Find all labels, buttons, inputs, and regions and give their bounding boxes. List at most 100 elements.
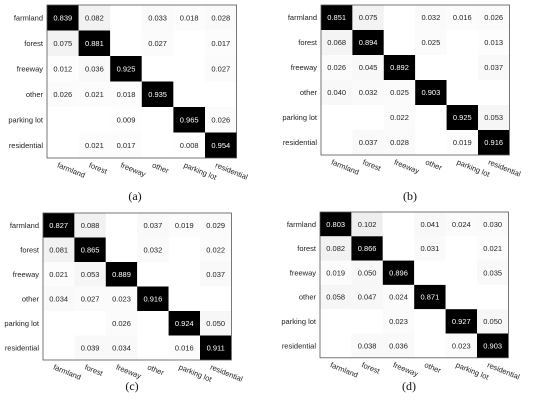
- cell-value-label: 0.894: [359, 38, 378, 47]
- column-tick-label: forest: [360, 360, 382, 376]
- cell-value-label: 0.026: [53, 90, 72, 99]
- cell-value-label: 0.935: [148, 90, 167, 99]
- heatmap-cell: [105, 335, 138, 360]
- heatmap-cell: [168, 237, 200, 262]
- heatmap-cell: [414, 212, 446, 237]
- heatmap-cell: [351, 236, 383, 261]
- heatmap-cell: [320, 333, 352, 358]
- heatmap-cell: [352, 80, 384, 105]
- heatmap-cell: [137, 262, 169, 287]
- heatmap-cell: [137, 237, 169, 262]
- heatmap-cell: [43, 213, 75, 238]
- heatmap-cell: [110, 107, 142, 133]
- cell-value-label: 0.881: [85, 39, 104, 48]
- heatmap-cell: [382, 309, 415, 334]
- cell-value-label: 0.025: [390, 88, 409, 97]
- heatmap-cell: [137, 311, 169, 336]
- heatmap-cell: [200, 286, 232, 311]
- cell-value-label: 0.028: [211, 13, 230, 22]
- heatmap-cell: [43, 286, 75, 311]
- heatmap-cell: [383, 80, 416, 105]
- row-tick-label: freeway: [13, 270, 40, 279]
- heatmap-cell: [446, 5, 478, 30]
- column-tick-label: other: [423, 360, 443, 375]
- row-tick-label: freeway: [291, 63, 318, 72]
- panel-subtitle: (b): [403, 189, 417, 203]
- cell-value-label: 0.028: [390, 138, 409, 147]
- cell-value-label: 0.903: [483, 341, 502, 350]
- heatmap-cell: [351, 284, 383, 310]
- heatmap-cell: [477, 260, 509, 285]
- heatmap-cell: [137, 213, 169, 238]
- heatmap-cell: [105, 237, 138, 262]
- cell-value-label: 0.039: [81, 343, 100, 352]
- cell-value-label: 0.102: [358, 220, 377, 229]
- cell-value-label: 0.034: [49, 294, 68, 303]
- cell-value-label: 0.018: [180, 13, 199, 22]
- heatmap-cell: [168, 262, 200, 287]
- heatmap-cell: [43, 311, 75, 336]
- heatmap-cell: [382, 333, 415, 358]
- confusion-matrix-panel: 0.851 0.075 0.032 0.016 0.026 0.068 0.894 0.025…: [282, 4, 522, 203]
- heatmap-cell: [173, 30, 205, 56]
- heatmap-cell: [168, 286, 200, 311]
- heatmap-cell: [415, 105, 447, 130]
- heatmap-cell: [205, 5, 237, 31]
- heatmap-cell: [320, 284, 352, 310]
- cell-value-label: 0.021: [85, 141, 104, 150]
- cell-value-label: 0.068: [327, 38, 346, 47]
- heatmap-cell: [173, 5, 205, 31]
- heatmap-cell: [47, 107, 79, 133]
- row-tick-label: forest: [20, 245, 40, 254]
- heatmap-cell: [78, 56, 111, 82]
- row-tick-label: farmland: [287, 220, 316, 229]
- heatmap-cell: [200, 237, 232, 262]
- heatmap-cell: [415, 30, 447, 55]
- heatmap-cell: [200, 335, 232, 360]
- heatmap-cell: [74, 335, 106, 360]
- heatmap-cell: [141, 107, 174, 133]
- cell-value-label: 0.022: [206, 245, 225, 254]
- heatmap-cell: [47, 81, 79, 107]
- heatmap-cell: [477, 236, 509, 261]
- cell-value-label: 0.029: [206, 221, 225, 230]
- heatmap-cell: [110, 56, 142, 82]
- heatmap-cell: [200, 213, 232, 238]
- cell-value-label: 0.036: [389, 341, 408, 350]
- cell-value-label: 0.017: [117, 141, 136, 150]
- heatmap-cell: [105, 286, 138, 311]
- heatmap-cell: [445, 236, 477, 261]
- heatmap-cell: [478, 30, 510, 55]
- row-tick-label: residential: [9, 141, 44, 150]
- heatmap-cell: [78, 5, 111, 31]
- cell-value-label: 0.022: [390, 113, 409, 122]
- cell-value-label: 0.911: [207, 343, 225, 352]
- heatmap-cell: [110, 5, 142, 31]
- heatmap-cell: [137, 286, 169, 311]
- heatmap-cell: [477, 284, 509, 310]
- cell-value-label: 0.008: [180, 141, 199, 150]
- column-tick-label: farmland: [52, 363, 82, 382]
- heatmap-cell: [351, 333, 383, 358]
- column-tick-label: other: [146, 363, 166, 378]
- heatmap-cell: [351, 309, 383, 334]
- row-tick-label: freeway: [290, 268, 317, 277]
- cell-value-label: 0.925: [453, 113, 472, 122]
- heatmap-cell: [205, 56, 237, 82]
- column-tick-label: parking lot: [456, 158, 492, 180]
- heatmap-cell: [352, 105, 384, 130]
- column-tick-label: freeway: [119, 161, 147, 179]
- cell-value-label: 0.045: [359, 63, 378, 72]
- cell-value-label: 0.053: [484, 113, 503, 122]
- row-tick-label: farmland: [10, 221, 39, 230]
- cell-value-label: 0.021: [85, 90, 104, 99]
- cell-value-label: 0.827: [49, 221, 68, 230]
- row-tick-label: other: [22, 294, 40, 303]
- heatmap-cell: [478, 130, 510, 155]
- heatmap-cell: [320, 309, 352, 334]
- cell-value-label: 0.082: [326, 244, 345, 253]
- heatmap-cell: [477, 309, 509, 334]
- heatmap-cell: [478, 5, 510, 30]
- heatmap-cell: [141, 5, 174, 31]
